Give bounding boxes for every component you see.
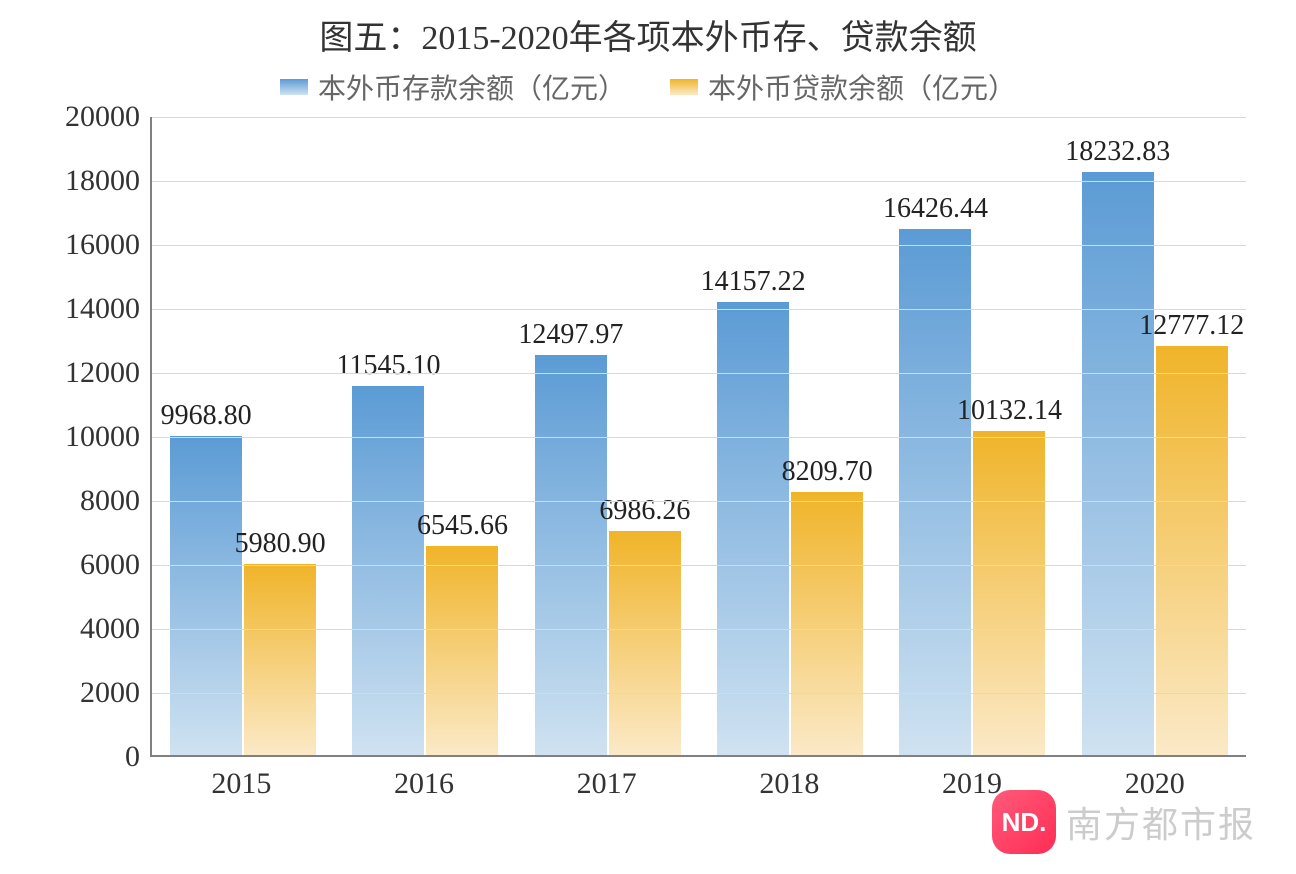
bar-groups: 9968.805980.9011545.106545.6612497.97698… <box>152 117 1246 755</box>
bar-deposits: 14157.22 <box>717 302 789 755</box>
watermark-badge: ND. <box>992 790 1056 854</box>
legend-label-loans: 本外币贷款余额（亿元） <box>708 74 1016 105</box>
legend-swatch-loans <box>670 79 698 95</box>
legend-item-loans: 本外币贷款余额（亿元） <box>670 67 1016 107</box>
ytick-label: 8000 <box>80 484 140 518</box>
bar-loans: 5980.90 <box>244 564 316 755</box>
ytick-label: 0 <box>125 740 140 774</box>
gridline <box>152 501 1246 502</box>
ytick-label: 4000 <box>80 612 140 646</box>
xtick-label: 2017 <box>515 767 698 801</box>
gridline <box>152 245 1246 246</box>
ytick-label: 14000 <box>65 292 140 326</box>
bar-group: 11545.106545.66 <box>334 117 516 755</box>
bar-group: 16426.44 10132.14 <box>881 117 1063 755</box>
bar-group: 18232.8312777.12 <box>1064 117 1246 755</box>
gridline <box>152 437 1246 438</box>
ytick-label: 20000 <box>65 100 140 134</box>
watermark-text: 南方都市报 <box>1066 796 1256 848</box>
xtick-label: 2016 <box>333 767 516 801</box>
legend-item-deposits: 本外币存款余额（亿元） <box>280 67 626 107</box>
plot-area: 9968.805980.9011545.106545.6612497.97698… <box>150 117 1246 757</box>
ytick-label: 18000 <box>65 164 140 198</box>
gridline <box>152 309 1246 310</box>
gridline <box>152 565 1246 566</box>
bar-deposits: 12497.97 <box>535 355 607 755</box>
gridline <box>152 629 1246 630</box>
bar-value-label: 12777.12 <box>1139 310 1244 342</box>
chart-title: 图五：2015-2020年各项本外币存、贷款余额 <box>40 10 1256 59</box>
bar-value-label: 5980.90 <box>235 528 326 560</box>
bar-value-label: 8209.70 <box>782 456 873 488</box>
bar-loans: 10132.14 <box>973 431 1045 755</box>
bar-value-label: 14157.22 <box>701 266 806 298</box>
gridline <box>152 181 1246 182</box>
gridline <box>152 117 1246 118</box>
bar-value-label: 18232.83 <box>1065 136 1170 168</box>
ytick-label: 10000 <box>65 420 140 454</box>
bar-loans: 6545.66 <box>426 546 498 755</box>
gridline <box>152 373 1246 374</box>
bar-group: 14157.228209.70 <box>699 117 881 755</box>
bar-group: 9968.805980.90 <box>152 117 334 755</box>
bar-value-label: 10132.14 <box>957 395 1062 427</box>
legend-label-deposits: 本外币存款余额（亿元） <box>318 74 626 105</box>
ytick-label: 6000 <box>80 548 140 582</box>
bar-value-label: 9968.80 <box>161 400 252 432</box>
bar-loans: 8209.70 <box>791 492 863 755</box>
bar-value-label: 12497.97 <box>518 319 623 351</box>
chart-container: 图五：2015-2020年各项本外币存、贷款余额 本外币存款余额（亿元） 本外币… <box>40 10 1256 850</box>
legend-swatch-deposits <box>280 79 308 95</box>
bar-group: 12497.976986.26 <box>517 117 699 755</box>
ytick-label: 12000 <box>65 356 140 390</box>
bar-value-label: 6545.66 <box>417 510 508 542</box>
bar-value-label: 11545.10 <box>337 350 441 382</box>
legend: 本外币存款余额（亿元） 本外币贷款余额（亿元） <box>40 67 1256 107</box>
watermark-badge-text: ND. <box>1002 807 1047 838</box>
watermark: ND. 南方都市报 <box>992 790 1256 854</box>
ytick-label: 16000 <box>65 228 140 262</box>
xtick-label: 2018 <box>698 767 881 801</box>
gridline <box>152 693 1246 694</box>
ytick-label: 2000 <box>80 676 140 710</box>
bar-deposits: 11545.10 <box>352 386 424 755</box>
bar-deposits: 18232.83 <box>1082 172 1154 755</box>
bar-value-label: 16426.44 <box>883 193 988 225</box>
xtick-label: 2015 <box>150 767 333 801</box>
bar-deposits: 9968.80 <box>170 436 242 755</box>
